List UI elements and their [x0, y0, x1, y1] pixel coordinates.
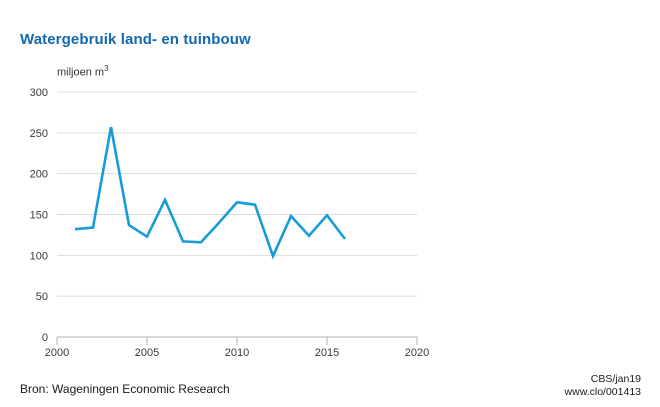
- page-title: Watergebruik land- en tuinbouw: [20, 31, 251, 48]
- x-tick-label: 2015: [315, 347, 339, 359]
- y-tick-label: 200: [30, 169, 48, 181]
- credits: CBS/jan19 www.clo/001413: [565, 373, 641, 399]
- source-text: Bron: Wageningen Economic Research: [20, 382, 230, 396]
- data-line: [74, 126, 347, 260]
- y-tick-label: 0: [42, 332, 48, 344]
- y-tick-label: 250: [30, 128, 48, 140]
- credit-url: www.clo/001413: [564, 386, 641, 398]
- y-tick-label: 100: [30, 250, 48, 262]
- y-tick-label: 150: [30, 210, 48, 222]
- x-tick-label: 2010: [225, 347, 249, 359]
- y-axis-unit-label: miljoen m3: [57, 64, 109, 79]
- y-tick-label: 50: [36, 291, 48, 303]
- x-tick-label: 2020: [405, 347, 429, 359]
- x-tick-label: 2005: [135, 347, 159, 359]
- x-tick-label: 2000: [45, 347, 69, 359]
- unit-superscript: 3: [104, 64, 109, 73]
- credit-org: CBS/jan19: [590, 373, 641, 385]
- unit-text: miljoen m: [57, 66, 105, 79]
- y-tick-label: 300: [30, 87, 48, 99]
